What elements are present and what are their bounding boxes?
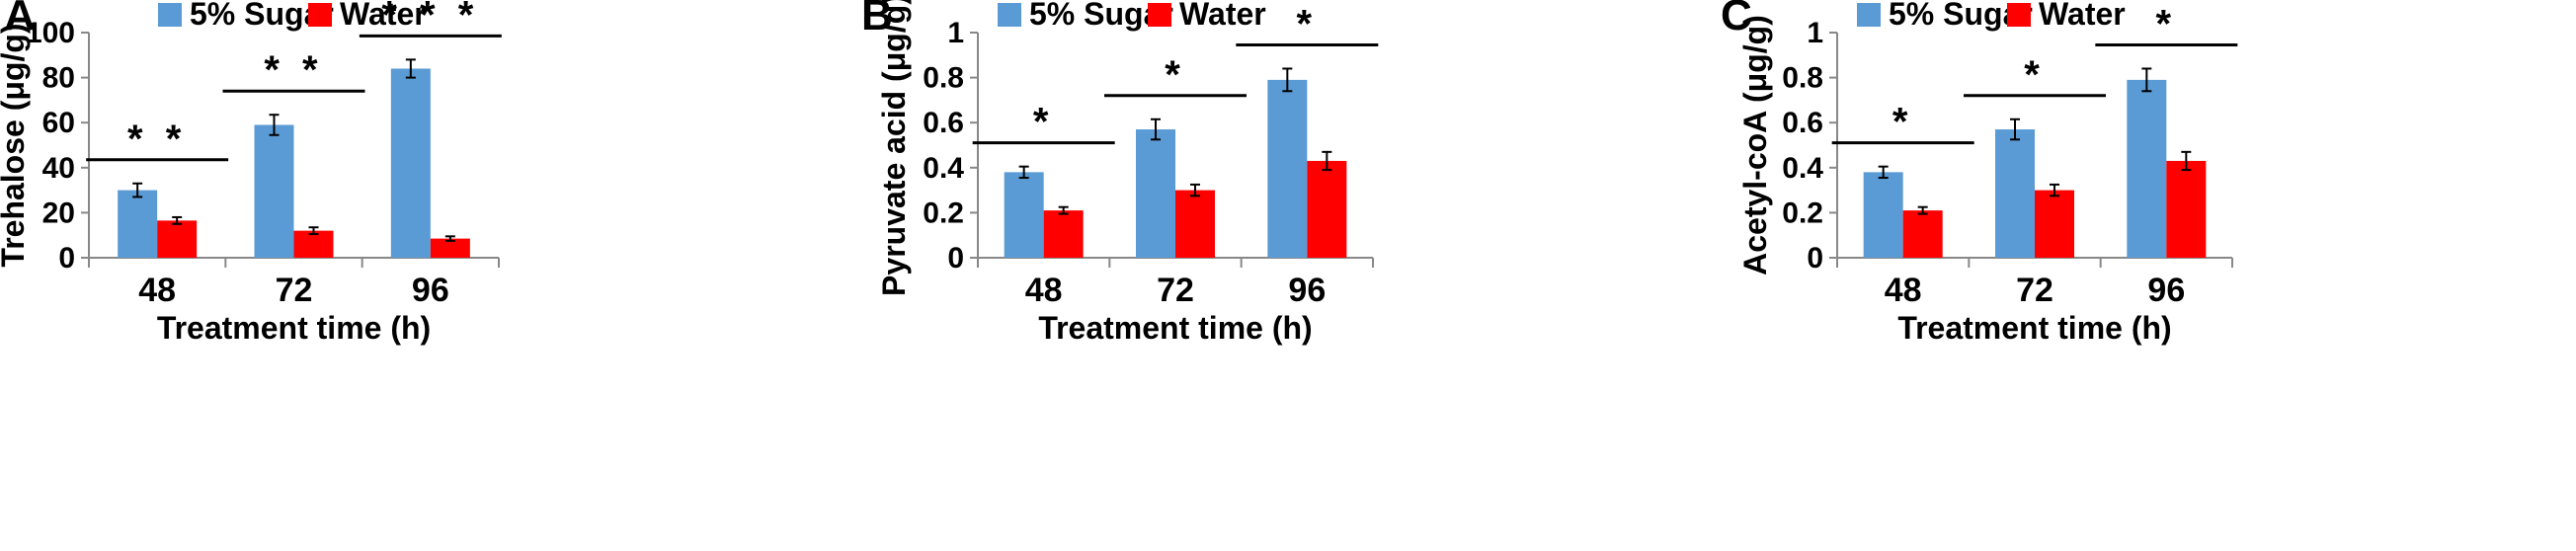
y-tick-label: 0.8 [1782,62,1823,95]
y-tick-label: 0.6 [1782,107,1823,139]
bar-sugar-72 [254,124,294,258]
chart-panel-C: C 5% Sugar Water00.20.40.60.81*48*72*96Tre… [1721,0,2238,346]
bar-water-72 [2035,190,2074,258]
y-tick-label: 100 [26,17,75,49]
legend-swatch-sugar [158,3,182,27]
x-axis-label: Treatment time (h) [1897,310,2171,346]
legend-swatch-water [1148,3,1171,27]
y-tick-label: 0 [947,242,964,275]
bar-sugar-48 [1863,172,1903,258]
legend-label-water: Water [2039,0,2126,32]
x-tick-label-96: 96 [2147,272,2185,309]
error-bar-water-48 [172,215,183,225]
bar-water-48 [157,220,198,258]
bar-water-48 [1043,210,1084,258]
x-tick-label-96: 96 [412,272,449,309]
error-bar-water-96 [444,235,455,242]
y-tick-label: 0.8 [923,62,964,95]
significance-marker-72: * [2024,53,2046,97]
bar-water-96 [1307,160,1347,258]
error-bar-sugar-48 [1018,165,1029,180]
significance-marker-72: * [1165,53,1186,97]
legend-swatch-sugar [1857,3,1881,27]
y-tick-label: 0.4 [1782,152,1823,185]
error-bar-water-96 [2181,150,2192,172]
significance-marker-72: * * [264,48,323,92]
error-bar-sugar-72 [2010,118,2020,141]
panel-letter: C [1721,0,1752,39]
bar-sugar-96 [2127,79,2167,258]
x-tick-label-96: 96 [1288,272,1326,309]
x-tick-label-72: 72 [1157,272,1194,309]
bar-sugar-48 [1004,172,1044,258]
legend-swatch-water [2007,3,2031,27]
legend-label-water: Water [340,0,427,32]
error-bar-sugar-96 [405,58,416,79]
y-tick-label: 1 [1807,17,1823,49]
bar-water-72 [1175,190,1215,258]
y-tick-label: 20 [42,197,75,229]
x-tick-label-72: 72 [2016,272,2053,309]
error-bar-sugar-96 [2141,67,2152,93]
bar-water-96 [430,238,470,258]
bar-sugar-72 [1136,129,1175,258]
y-axis-label: Pyruvate acid (μg/g) [876,0,912,296]
error-bar-sugar-72 [269,114,280,136]
y-tick-label: 0.6 [923,107,964,139]
x-tick-label-72: 72 [276,272,313,309]
error-bar-sugar-72 [1151,118,1161,141]
y-tick-label: 40 [42,152,75,185]
y-axis-label: Trehalose (μg/g) [0,23,31,267]
bar-water-96 [2166,160,2207,258]
panel-letter: A [4,0,36,39]
bar-water-72 [293,230,334,258]
error-bar-sugar-96 [1282,67,1293,93]
y-tick-label: 0.4 [923,152,964,185]
y-tick-label: 0.2 [1782,197,1823,229]
error-bar-water-48 [1917,205,1928,215]
legend-swatch-water [308,3,332,27]
error-bar-sugar-48 [1878,165,1889,180]
x-axis-label: Treatment time (h) [157,310,431,346]
x-tick-label-48: 48 [1885,272,1922,309]
panel-letter: B [861,0,893,39]
bar-water-48 [1902,210,1943,258]
error-bar-water-96 [1322,150,1332,172]
chart-panel-B: B 5% Sugar Water00.20.40.60.81*48*72*96Tre… [861,0,1379,346]
y-axis-label: Acetyl-coA (μg/g) [1737,15,1773,276]
y-tick-label: 1 [947,17,964,49]
significance-marker-96: * [2156,2,2178,45]
bar-sugar-48 [118,190,158,258]
significance-marker-96: * [1297,2,1319,45]
error-bar-water-72 [308,226,319,236]
error-bar-water-72 [2050,183,2059,197]
significance-marker-96: * * * [381,0,479,37]
x-tick-label-48: 48 [138,272,176,309]
error-bar-water-72 [1190,183,1200,197]
y-tick-label: 0 [1807,242,1823,275]
y-tick-label: 0.2 [923,197,964,229]
y-tick-label: 0 [58,242,75,275]
significance-marker-48: * [1033,101,1055,144]
significance-marker-48: * [1892,101,1914,144]
error-bar-water-48 [1058,205,1069,215]
error-bar-sugar-48 [132,182,143,198]
significance-marker-48: * * [127,118,187,161]
x-tick-label-48: 48 [1025,272,1063,309]
legend-label-water: Water [1179,0,1266,32]
bar-sugar-72 [1995,129,2035,258]
bar-sugar-96 [1267,79,1308,258]
y-tick-label: 80 [42,62,75,95]
x-axis-label: Treatment time (h) [1038,310,1312,346]
legend-swatch-sugar [998,3,1021,27]
y-tick-label: 60 [42,107,75,139]
bar-sugar-96 [390,68,431,258]
